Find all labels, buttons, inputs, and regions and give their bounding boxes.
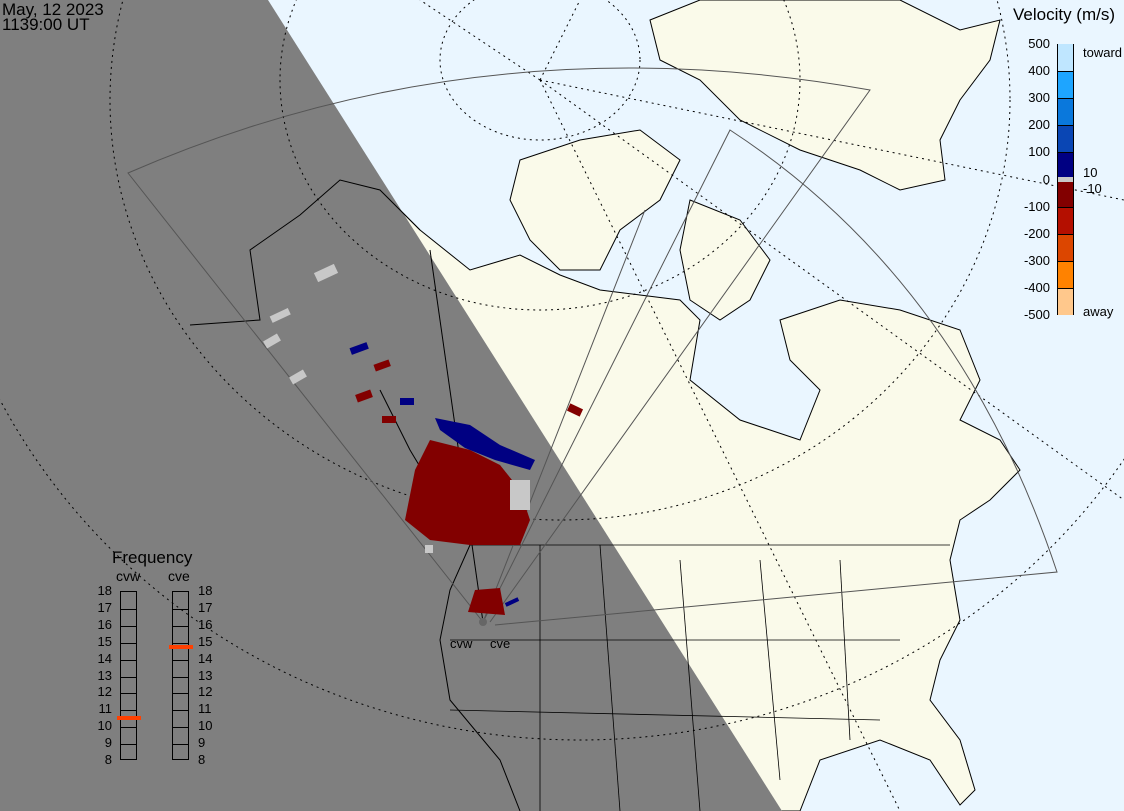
threshold-pos-label: 10: [1083, 165, 1098, 180]
frequency-bar-cvw: [120, 591, 137, 760]
frequency-tick-label: 9: [198, 735, 206, 751]
scatter-main-region: [405, 440, 530, 545]
baffin-island: [679, 199, 771, 321]
radar-label-cvw: cvw: [450, 636, 473, 651]
away-label: away: [1083, 304, 1114, 319]
velocity-tick-label: -200: [1023, 225, 1050, 241]
time-label: 1139:00 UT: [2, 15, 90, 34]
frequency-tick-label: 13: [198, 667, 213, 683]
colorbar-band: [1058, 287, 1073, 315]
borders: [449, 544, 950, 811]
date-label: May, 12 2023: [2, 0, 104, 19]
frequency-tick-label: 17: [97, 599, 112, 615]
radar-site-marker: [479, 618, 487, 626]
radar-fields-of-view: [127, 67, 1058, 626]
colorbar-band: [1058, 182, 1073, 207]
colorbar-band: [1058, 152, 1073, 177]
frequency-radar-label-cvw: cvw: [116, 568, 141, 584]
velocity-tick-label: 100: [1028, 144, 1050, 160]
frequency-marker-cvw: [117, 715, 141, 720]
velocity-scatter: [263, 263, 584, 626]
frequency-tick-label: 8: [104, 752, 112, 767]
frequency-tick-label: 8: [198, 752, 206, 767]
velocity-legend-title: Velocity (m/s): [1013, 5, 1116, 24]
frequency-title: Frequency: [112, 548, 193, 567]
colorbar-band: [1058, 233, 1073, 261]
velocity-tick-label: -400: [1023, 279, 1050, 295]
velocity-tick-label: -100: [1023, 198, 1050, 214]
frequency-tick-label: 13: [97, 667, 112, 683]
velocity-tick-label: 500: [1028, 36, 1050, 51]
velocity-tick-label: 200: [1028, 117, 1050, 133]
colorbar-band: [1058, 98, 1073, 126]
colorbar-band: [1058, 206, 1073, 234]
velocity-tick-label: -500: [1023, 307, 1050, 322]
arctic-island: [509, 129, 681, 271]
colorbar-band: [1058, 260, 1073, 288]
frequency-tick-label: 10: [97, 718, 112, 734]
frequency-tick-label: 16: [97, 616, 112, 632]
frequency-tick-label: 10: [198, 718, 213, 734]
radar-label-cve: cve: [490, 636, 511, 651]
frequency-marker-cve: [169, 644, 193, 649]
frequency-bar-cve: [172, 591, 189, 760]
frequency-tick-label: 15: [97, 633, 112, 649]
night-shade: [0, 0, 782, 811]
frequency-radar-label-cve: cve: [168, 568, 190, 584]
greenland: [649, 0, 1001, 191]
scatter-blue-band: [435, 418, 535, 470]
frequency-tick-label: 15: [198, 633, 213, 649]
colorbar-band: [1058, 125, 1073, 153]
velocity-tick-label: -300: [1023, 252, 1050, 268]
colorbar-band: [1058, 176, 1073, 183]
frequency-tick-label: 14: [198, 650, 213, 666]
velocity-tick-label: 0: [1042, 171, 1050, 187]
velocity-colorbar: [1057, 44, 1074, 315]
frequency-tick-label: 14: [97, 650, 112, 666]
toward-label: toward: [1083, 45, 1123, 60]
frequency-tick-label: 18: [97, 583, 112, 598]
frequency-tick-label: 18: [198, 583, 213, 598]
frequency-tick-label: 16: [198, 616, 213, 632]
velocity-tick-label: 400: [1028, 63, 1050, 79]
scatter-near-radar: [468, 588, 505, 615]
frequency-tick-label: 17: [198, 599, 213, 615]
threshold-neg-label: -10: [1083, 181, 1102, 196]
velocity-tick-label: 300: [1028, 90, 1050, 106]
frequency-tick-label: 12: [198, 684, 213, 700]
frequency-tick-label: 9: [104, 735, 112, 751]
frequency-tick-label: 11: [198, 701, 212, 717]
colorbar-band: [1058, 44, 1073, 72]
frequency-tick-label: 11: [98, 701, 113, 717]
colorbar-band: [1058, 71, 1073, 99]
frequency-tick-label: 12: [97, 684, 112, 700]
